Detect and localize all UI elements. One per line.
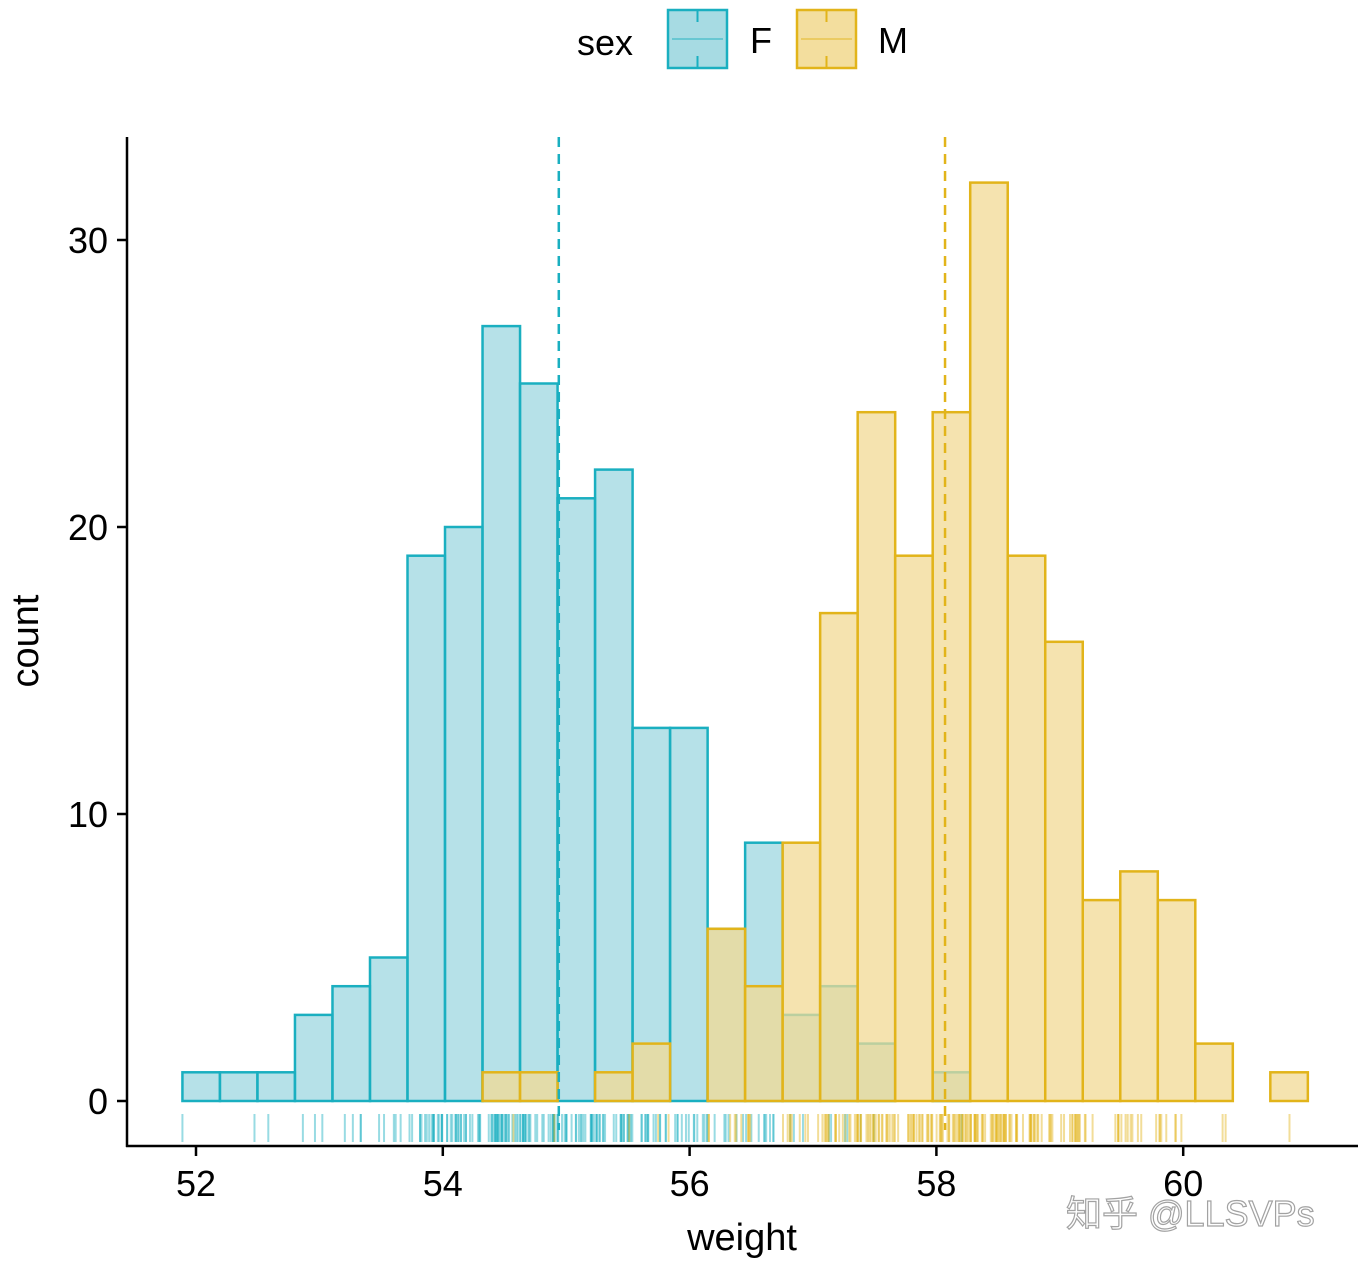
bar-f <box>631 726 672 1103</box>
bar-m <box>1006 554 1047 1103</box>
bar-m <box>1269 1071 1310 1103</box>
bar-f <box>443 525 484 1103</box>
x-tick-label: 56 <box>670 1163 710 1204</box>
bar-m <box>968 181 1009 1103</box>
bar-f <box>518 382 559 1103</box>
bar-m <box>781 841 822 1103</box>
bar-f <box>293 1013 334 1103</box>
bar-f <box>481 324 522 1103</box>
y-tick-label: 20 <box>68 507 108 548</box>
bar-m <box>818 611 859 1103</box>
bar-m <box>931 410 972 1103</box>
bar-m <box>706 927 747 1103</box>
watermark: 知乎 @LLSVPs <box>1066 1193 1315 1234</box>
x-tick-label: 54 <box>423 1163 463 1204</box>
bar-m <box>856 410 897 1103</box>
bar-f <box>406 554 447 1103</box>
mean-lines <box>557 137 947 1130</box>
x-axis-ticks: 52 54 56 58 60 <box>176 1146 1203 1204</box>
bar-f <box>218 1071 259 1103</box>
bar-m <box>1081 898 1122 1103</box>
bar-m <box>893 554 934 1103</box>
y-axis-ticks: 0 10 20 30 <box>68 220 127 1122</box>
bar-f <box>331 984 372 1103</box>
bar-f <box>256 1071 297 1103</box>
x-tick-label: 60 <box>1163 1163 1203 1204</box>
bar-m <box>631 1042 672 1103</box>
x-axis-title: weight <box>686 1217 797 1259</box>
bar-m <box>743 984 784 1103</box>
legend-title: sex <box>577 22 633 63</box>
bar-m <box>593 1071 634 1103</box>
bar-f <box>668 726 709 1103</box>
legend-label-m: M <box>878 20 908 61</box>
y-axis-title: count <box>5 594 47 687</box>
legend-label-f: F <box>750 20 772 61</box>
bar-m <box>481 1071 522 1103</box>
bar-f <box>593 468 634 1103</box>
y-tick-label: 0 <box>88 1081 108 1122</box>
bar-m <box>1043 640 1085 1103</box>
bar-f <box>181 1071 222 1103</box>
y-tick-label: 10 <box>68 794 108 835</box>
bar-m <box>1119 870 1160 1103</box>
rug-layer <box>181 1114 1291 1142</box>
y-tick-label: 30 <box>68 220 108 261</box>
x-tick-label: 52 <box>176 1163 216 1204</box>
bar-f <box>368 956 409 1103</box>
bar-m <box>1194 1042 1235 1103</box>
bar-m <box>518 1071 559 1103</box>
bars-layer <box>181 181 1310 1103</box>
bar-f <box>556 497 597 1103</box>
legend: sex F M <box>577 8 908 70</box>
bar-m <box>1156 898 1197 1103</box>
x-tick-label: 58 <box>916 1163 956 1204</box>
